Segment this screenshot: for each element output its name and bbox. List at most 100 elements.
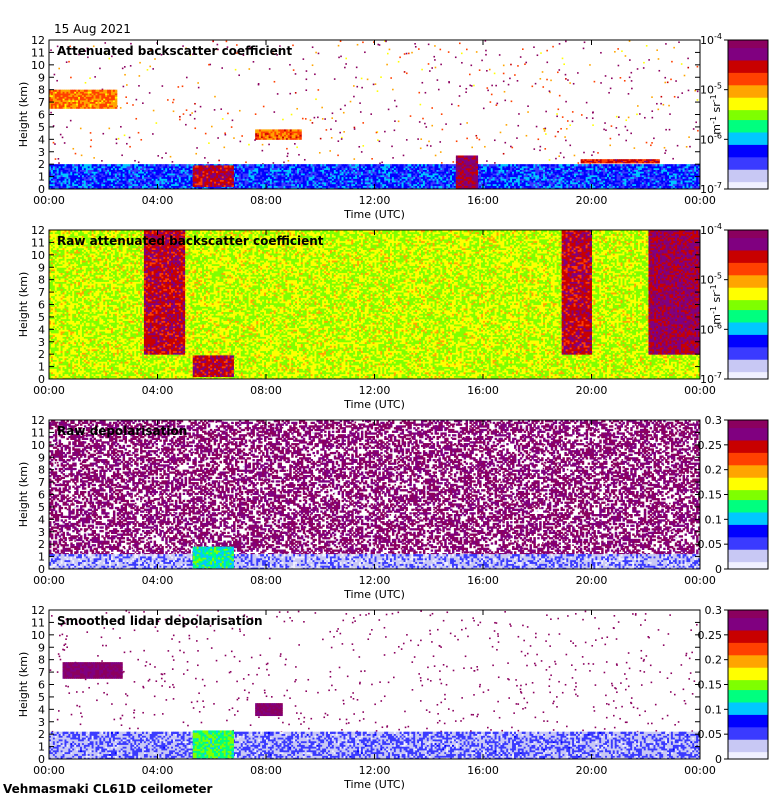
noise-pixel [625, 126, 627, 128]
noise-pixel [152, 68, 154, 70]
noise-pixel [425, 92, 427, 94]
noise-pixel [555, 158, 557, 160]
noise-pixel [190, 114, 192, 116]
noise-pixel [282, 119, 284, 121]
noise-pixel [331, 137, 333, 139]
noise-pixel [182, 85, 184, 87]
noise-pixel [600, 52, 602, 54]
noise-pixel [445, 123, 447, 125]
noise-pixel [390, 77, 392, 79]
noise-pixel [385, 41, 387, 43]
noise-pixel [371, 158, 373, 160]
noise-pixel [697, 99, 699, 101]
noise-pixel [646, 45, 648, 47]
noise-pixel [90, 132, 92, 134]
noise-pixel [583, 48, 585, 50]
noise-pixel [668, 105, 670, 107]
noise-pixel [559, 43, 561, 45]
noise-pixel [315, 98, 317, 100]
noise-pixel [631, 72, 633, 74]
noise-pixel [324, 118, 326, 120]
noise-pixel [566, 128, 568, 130]
noise-pixel [461, 62, 463, 64]
noise-pixel [430, 145, 432, 147]
noise-pixel [500, 132, 502, 134]
noise-pixel [591, 154, 593, 156]
noise-pixel [289, 93, 291, 95]
noise-pixel [240, 141, 242, 143]
noise-pixel [664, 77, 666, 79]
noise-pixel [577, 72, 579, 74]
noise-pixel [56, 80, 58, 82]
noise-pixel [527, 105, 529, 107]
noise-pixel [486, 160, 488, 162]
noise-pixel [204, 157, 206, 159]
noise-pixel [496, 103, 498, 105]
noise-pixel [677, 97, 679, 99]
noise-pixel [132, 104, 134, 106]
noise-pixel [535, 83, 537, 85]
noise-pixel [652, 117, 654, 119]
noise-pixel [441, 113, 443, 115]
noise-pixel [431, 125, 433, 127]
noise-pixel [563, 157, 565, 159]
noise-pixel [664, 147, 666, 149]
noise-pixel [518, 113, 520, 115]
noise-pixel [510, 146, 512, 148]
noise-pixel [239, 110, 241, 112]
noise-pixel [646, 142, 648, 144]
noise-pixel [563, 63, 565, 65]
noise-pixel [318, 53, 320, 55]
noise-pixel [669, 129, 671, 131]
noise-pixel [629, 59, 631, 61]
noise-pixel [484, 146, 486, 148]
noise-pixel [360, 111, 362, 113]
noise-pixel [379, 163, 381, 165]
noise-pixel [138, 161, 140, 163]
noise-pixel [428, 141, 430, 143]
noise-pixel [62, 137, 64, 139]
noise-pixel [639, 113, 641, 115]
noise-pixel [207, 162, 209, 164]
noise-pixel [295, 92, 297, 94]
noise-pixel [549, 90, 551, 92]
noise-pixel [614, 51, 616, 53]
noise-pixel [94, 76, 96, 78]
noise-pixel [238, 74, 240, 76]
noise-pixel [508, 84, 510, 86]
noise-pixel [214, 109, 216, 111]
noise-pixel [429, 70, 431, 72]
noise-pixel [630, 133, 632, 135]
noise-pixel [565, 74, 567, 76]
noise-pixel [408, 53, 410, 55]
noise-pixel [353, 96, 355, 98]
noise-pixel [136, 99, 138, 101]
noise-pixel [471, 65, 473, 67]
noise-pixel [435, 155, 437, 157]
noise-pixel [130, 65, 132, 67]
noise-pixel [310, 119, 312, 121]
noise-pixel [651, 142, 653, 144]
noise-pixel [490, 101, 492, 103]
noise-pixel [621, 50, 623, 52]
noise-pixel [356, 86, 358, 88]
noise-pixel [565, 41, 567, 43]
noise-pixel [473, 85, 475, 87]
noise-pixel [603, 129, 605, 131]
noise-pixel [149, 66, 151, 68]
noise-pixel [677, 145, 679, 147]
noise-pixel [50, 49, 52, 51]
noise-pixel [123, 86, 125, 88]
noise-pixel [124, 74, 126, 76]
noise-pixel [636, 114, 638, 116]
noise-pixel [435, 67, 437, 69]
noise-pixel [608, 92, 610, 94]
noise-pixel [540, 78, 542, 80]
noise-pixel [354, 127, 356, 129]
noise-pixel [227, 113, 229, 115]
noise-pixel [312, 64, 314, 66]
noise-pixel [195, 111, 197, 113]
noise-pixel [75, 153, 77, 155]
noise-pixel [332, 112, 334, 114]
noise-pixel [487, 90, 489, 92]
